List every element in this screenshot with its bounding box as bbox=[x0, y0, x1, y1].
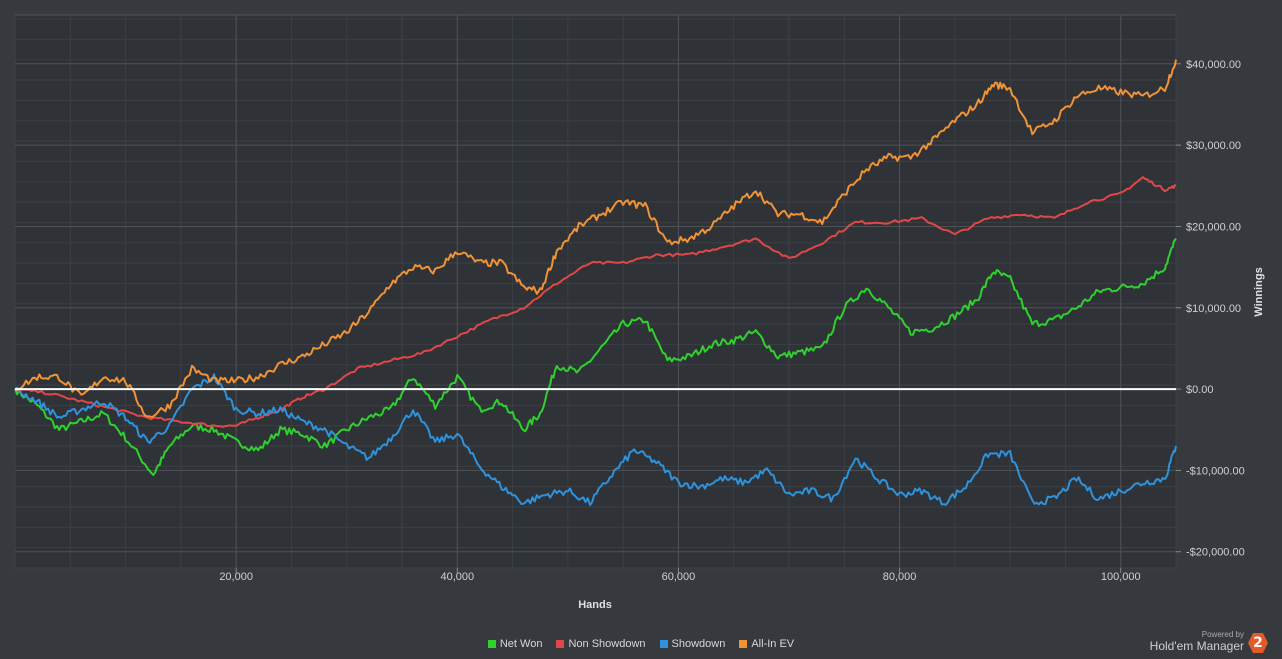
y-tick-label: $30,000.00 bbox=[1186, 140, 1241, 152]
series-line-non-showdown bbox=[14, 176, 1177, 428]
holdem-manager-logo: 2 bbox=[1248, 633, 1268, 653]
x-tick-label: 40,000 bbox=[440, 571, 474, 583]
x-tick-label: 100,000 bbox=[1101, 571, 1141, 583]
legend-swatch-non-showdown bbox=[556, 640, 565, 648]
legend-item-showdown[interactable]: Showdown bbox=[659, 638, 726, 650]
legend-item-all-in-ev[interactable]: All-In EV bbox=[739, 638, 794, 650]
powered-by-text: Powered by bbox=[1201, 630, 1244, 639]
legend-item-non-showdown[interactable]: Non Showdown bbox=[556, 638, 646, 650]
legend-swatch-showdown bbox=[659, 640, 668, 648]
legend-label: Net Won bbox=[499, 638, 543, 650]
y-tick-label: $10,000.00 bbox=[1186, 303, 1241, 315]
y-tick-label: $20,000.00 bbox=[1186, 221, 1241, 233]
x-axis-title: Hands bbox=[578, 599, 612, 611]
series-line-all-in-ev bbox=[14, 59, 1177, 419]
legend-swatch-all-in-ev bbox=[739, 640, 748, 648]
legend-label: All-In EV bbox=[751, 638, 795, 650]
x-tick-label: 20,000 bbox=[219, 571, 253, 583]
winnings-chart: 20,000 40,000 60,000 80,000 100,000 $40,000.… bbox=[14, 14, 1265, 611]
y-tick-label: $40,000.00 bbox=[1186, 59, 1241, 71]
y-tick-label: $0.00 bbox=[1186, 384, 1214, 396]
plot-area bbox=[14, 14, 1177, 569]
legend: Net Won Non Showdown Showdown All-In EV bbox=[0, 638, 1282, 650]
series-line-net-won bbox=[14, 238, 1177, 476]
grid bbox=[14, 15, 1177, 569]
brand-name: Hold'em Manager bbox=[1149, 639, 1244, 653]
branding: Powered by Hold'em Manager 2 bbox=[1150, 630, 1268, 653]
x-tick-label: 80,000 bbox=[883, 571, 917, 583]
y-tick-label: -$10,000.00 bbox=[1186, 465, 1245, 477]
x-tick-label: 60,000 bbox=[662, 571, 696, 583]
legend-label: Non Showdown bbox=[568, 638, 646, 650]
legend-label: Showdown bbox=[671, 638, 726, 650]
y-axis-ticks: $40,000.00 $30,000.00 $20,000.00 $10,000.00… bbox=[1176, 59, 1245, 559]
legend-swatch-net-won bbox=[487, 640, 496, 648]
y-tick-label: -$20,000.00 bbox=[1186, 547, 1245, 559]
y-axis-title: Winnings bbox=[1253, 267, 1265, 316]
legend-item-net-won[interactable]: Net Won bbox=[487, 638, 543, 650]
series-lines bbox=[14, 59, 1177, 507]
x-axis-ticks: 20,000 40,000 60,000 80,000 100,000 bbox=[219, 568, 1141, 583]
